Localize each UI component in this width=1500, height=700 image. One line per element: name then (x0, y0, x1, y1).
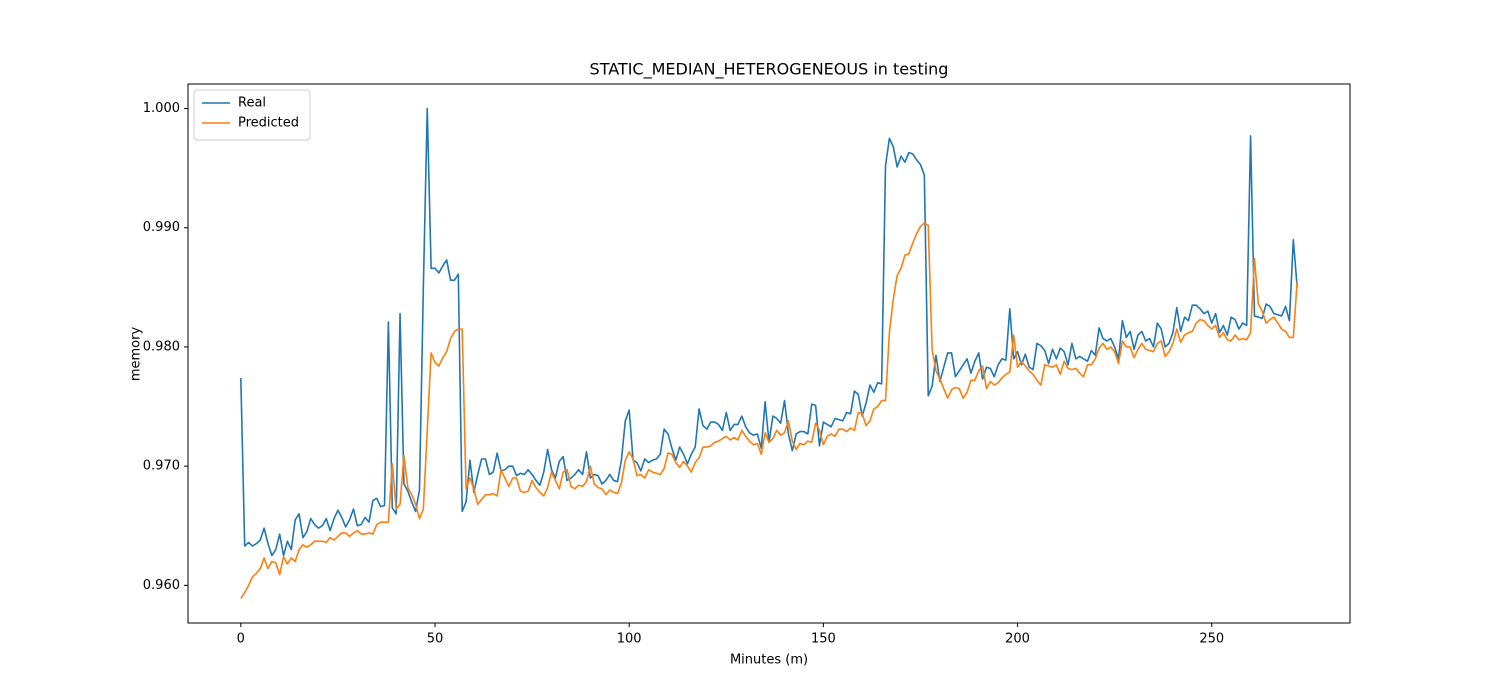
x-tick-label: 200 (1005, 632, 1030, 647)
y-tick-label: 1.000 (143, 101, 180, 116)
legend-label: Real (238, 96, 266, 111)
y-tick-label: 0.970 (143, 459, 180, 474)
x-tick-label: 50 (427, 632, 444, 647)
plot-frame (187, 83, 1351, 624)
chart-title: STATIC_MEDIAN_HETEROGENEOUS in testing (590, 60, 949, 80)
y-axis-label: memory (129, 327, 144, 382)
x-tick-label: 150 (811, 632, 836, 647)
series-line (240, 222, 1298, 599)
x-tick-label: 0 (237, 632, 245, 647)
x-tick-label: 250 (1199, 632, 1224, 647)
y-tick-label: 0.960 (143, 578, 180, 593)
legend-label: Predicted (238, 116, 299, 131)
y-tick-label: 0.990 (143, 220, 180, 235)
x-axis-label: Minutes (m) (730, 653, 808, 668)
x-tick-label: 100 (617, 632, 642, 647)
y-tick-label: 0.980 (143, 339, 180, 354)
